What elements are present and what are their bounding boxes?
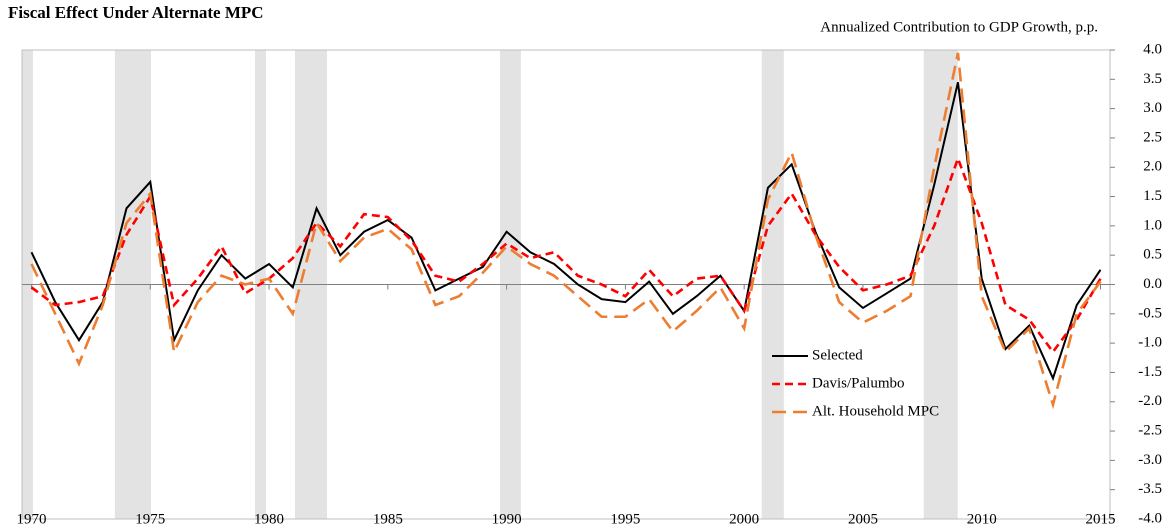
x-tick-label: 2005	[848, 511, 878, 527]
y-tick-label: 0.5	[1143, 247, 1162, 263]
y-tick-label: -1.0	[1138, 335, 1162, 351]
x-tick-label: 1980	[254, 511, 284, 527]
y-tick-label: 0.0	[1143, 276, 1162, 292]
legend-label: Davis/Palumbo	[812, 375, 905, 391]
legend-label: Alt. Household MPC	[812, 403, 939, 419]
y-tick-label: -0.5	[1138, 305, 1162, 321]
chart-title: Fiscal Effect Under Alternate MPC	[8, 3, 264, 22]
y-tick-label: 3.5	[1143, 71, 1162, 87]
y-tick-label: 1.5	[1143, 188, 1162, 204]
y-tick-label: -3.5	[1138, 481, 1162, 497]
y-tick-label: 2.5	[1143, 129, 1162, 145]
y-tick-label: 4.0	[1143, 41, 1162, 57]
y-tick-label: 2.0	[1143, 159, 1162, 175]
x-tick-label: 1970	[17, 511, 47, 527]
x-tick-label: 2015	[1085, 511, 1115, 527]
x-tick-label: 2010	[967, 511, 997, 527]
y-tick-label: 3.0	[1143, 100, 1162, 116]
x-tick-label: 1985	[373, 511, 403, 527]
y-tick-label: 1.0	[1143, 217, 1162, 233]
y-tick-label: -2.0	[1138, 393, 1162, 409]
y-axis-label: Annualized Contribution to GDP Growth, p…	[820, 19, 1098, 35]
x-tick-label: 1975	[135, 511, 165, 527]
y-tick-label: -4.0	[1138, 510, 1162, 526]
legend-label: Selected	[812, 347, 863, 363]
y-tick-label: -1.5	[1138, 364, 1162, 380]
y-tick-label: -3.0	[1138, 452, 1162, 468]
x-tick-label: 2000	[729, 511, 759, 527]
series-line	[30, 52, 1102, 410]
y-tick-label: -2.5	[1138, 423, 1162, 439]
x-tick-label: 1995	[610, 511, 640, 527]
x-tick-label: 1990	[492, 511, 522, 527]
series-line	[30, 154, 1102, 355]
